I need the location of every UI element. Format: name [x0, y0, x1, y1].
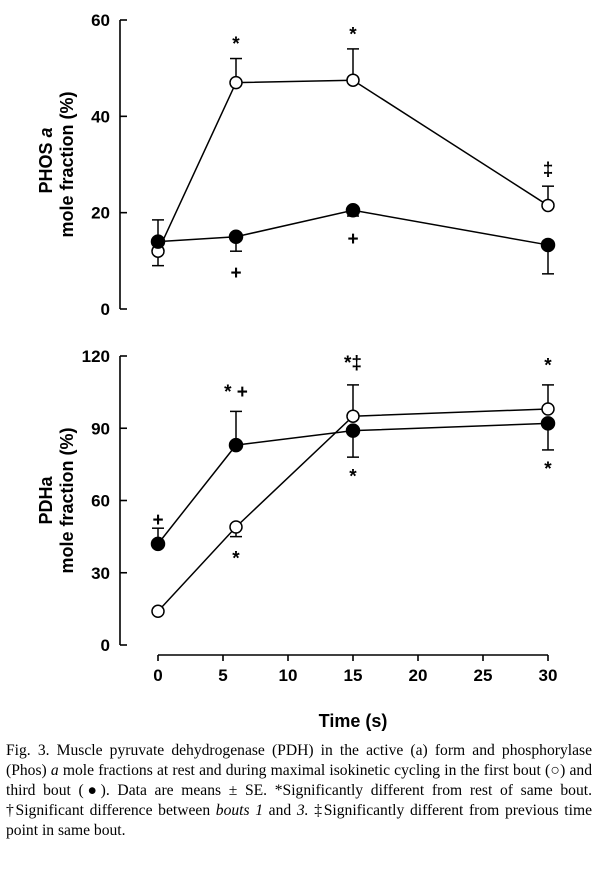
y-tick-label: 30	[91, 564, 110, 583]
data-point-open	[541, 402, 555, 416]
x-tick-label: 15	[344, 666, 363, 685]
y-tick-label: 60	[91, 11, 110, 30]
series-line-open	[157, 79, 549, 252]
caption-text: Fig. 3. Muscle pyruvate dehydrogenase (P…	[6, 742, 592, 779]
y-axis-title-line1: PDHa	[36, 476, 56, 525]
data-point-filled	[345, 203, 361, 218]
x-axis-title: Time (s)	[319, 711, 388, 731]
significance-marker: *‡	[344, 353, 362, 374]
significance-marker: +	[152, 510, 163, 531]
data-point-filled	[345, 423, 361, 438]
caption-italic-text: 3.	[296, 802, 309, 819]
caption-text: mole fractions at rest and during maxima…	[6, 762, 592, 819]
y-axis-title-line2: mole fraction (%)	[57, 91, 77, 237]
significance-marker: *	[349, 466, 357, 487]
significance-marker: +	[347, 229, 358, 250]
significance-marker: *	[232, 548, 240, 569]
data-point-open	[229, 75, 243, 90]
caption-text: ‡Significantly different from previous t…	[6, 802, 593, 839]
y-tick-label: 0	[101, 636, 110, 655]
data-point-open	[346, 409, 360, 423]
significance-marker: ‡	[543, 159, 554, 180]
data-point-open	[229, 520, 243, 534]
figure-caption: Fig. 3. Muscle pyruvate dehydrogenase (P…	[6, 741, 592, 841]
caption-italic-text: bouts 1	[215, 802, 264, 819]
data-point-filled	[228, 437, 244, 453]
x-tick-label: 20	[409, 666, 428, 685]
x-tick-label: 10	[279, 666, 298, 685]
data-point-filled	[150, 536, 166, 552]
significance-marker: * +	[224, 382, 248, 403]
y-tick-label: 0	[101, 300, 110, 319]
series-line-filled	[157, 209, 549, 246]
y-tick-label: 60	[91, 492, 110, 511]
significance-marker: *	[349, 24, 357, 45]
x-tick-label: 0	[153, 666, 162, 685]
y-axis-title-line2: mole fraction (%)	[57, 427, 77, 573]
series-line-filled	[157, 422, 549, 545]
y-axis-title-line1: PHOS a	[36, 127, 56, 193]
caption-text: and	[263, 802, 297, 819]
significance-marker: *	[544, 356, 552, 377]
data-point-filled	[540, 416, 556, 431]
data-point-open	[541, 198, 555, 213]
x-tick-label: 25	[474, 666, 493, 685]
panel-pdha: 0 30 60 90 120 PDHa mole fraction (%) 0 5 10 15 20 2…	[36, 347, 557, 731]
series-line-open	[157, 408, 549, 612]
data-point-filled	[228, 229, 244, 244]
y-tick-label: 40	[91, 107, 110, 126]
data-point-filled	[540, 237, 556, 253]
y-tick-label: 120	[82, 347, 110, 366]
y-tick-label: 20	[91, 204, 110, 223]
data-point-open	[346, 73, 360, 87]
caption-italic-text: a	[50, 762, 59, 779]
x-tick-label: 5	[218, 666, 227, 685]
significance-marker: *	[544, 459, 552, 480]
y-tick-label: 90	[91, 419, 110, 438]
x-tick-label: 30	[539, 666, 558, 685]
panel-phos-a: 0 20 40 60 PHOS a mole fraction (%) * * ‡ + +	[36, 11, 556, 319]
significance-marker: +	[230, 263, 241, 284]
data-point-open	[151, 604, 165, 619]
significance-marker: *	[232, 34, 240, 55]
data-point-filled	[150, 234, 166, 249]
